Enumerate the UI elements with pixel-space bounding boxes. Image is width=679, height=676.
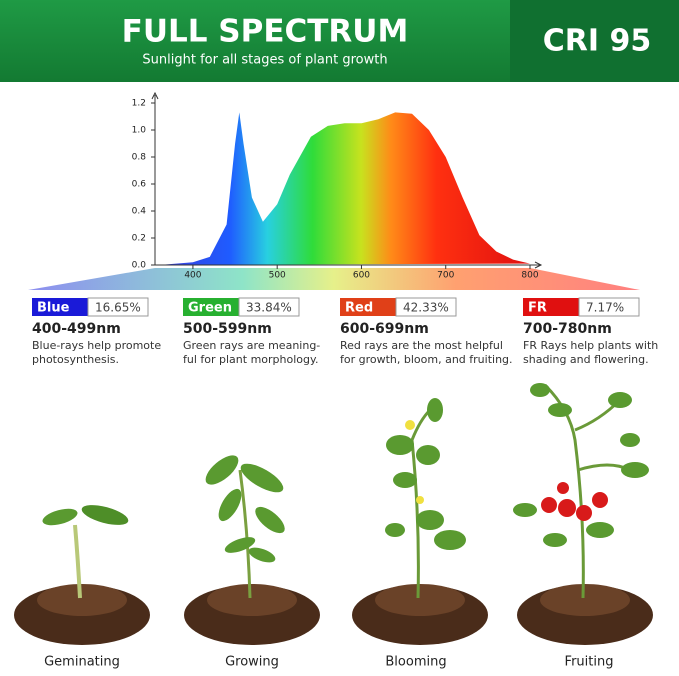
spectrum-area xyxy=(159,112,530,266)
x-tick-label: 800 xyxy=(521,271,538,281)
y-tick-label: 0.0 xyxy=(132,261,147,271)
x-tick-label: 600 xyxy=(353,271,370,281)
band-tag xyxy=(340,298,396,316)
band-range: 700-780nm xyxy=(523,321,612,337)
x-tick-label: 700 xyxy=(437,271,454,281)
band-range: 600-699nm xyxy=(340,321,429,337)
band-description: Green rays are meaning- xyxy=(183,339,320,352)
band-tag xyxy=(523,298,579,316)
x-tick-label: 400 xyxy=(184,271,201,281)
band-range: 400-499nm xyxy=(32,321,121,337)
band-range: 500-599nm xyxy=(183,321,272,337)
axis-arrows xyxy=(151,91,543,269)
y-tick-label: 0.6 xyxy=(132,180,147,190)
x-tick-label: 500 xyxy=(269,271,286,281)
bands: Blue 16.65% 400-499nm Blue-rays help promot… xyxy=(32,297,658,366)
y-tick-label: 0.2 xyxy=(132,234,146,244)
spectrum-chart: 0.0 0.2 0.4 0.6 0.8 1.0 1.2 400 500 600 700 800 xyxy=(132,99,539,281)
band-description: FR Rays help plants with xyxy=(523,339,658,352)
band-name: Blue xyxy=(37,301,70,316)
band-description: ful for plant morphology. xyxy=(183,353,318,366)
band-share-box xyxy=(87,297,149,317)
band-tag xyxy=(183,298,239,316)
band-share: 7.17% xyxy=(586,301,624,315)
stage-label: Blooming xyxy=(385,655,446,670)
band-share: 16.65% xyxy=(95,301,141,315)
band-share-box xyxy=(395,297,457,317)
band-name: FR xyxy=(528,301,547,316)
band-description: for growth, bloom, and fruiting. xyxy=(340,353,513,366)
band-share-box xyxy=(238,297,300,317)
plants xyxy=(14,383,653,645)
stage-label: Geminating xyxy=(44,655,120,670)
band-description: shading and flowering. xyxy=(523,353,649,366)
band-description: Blue-rays help promote xyxy=(32,339,161,352)
band-description: photosynthesis. xyxy=(32,353,119,366)
stages: Geminating Growing Blooming Fruiting xyxy=(44,655,613,670)
title: FULL SPECTRUM xyxy=(122,14,409,50)
band-share: 33.84% xyxy=(246,301,292,315)
stage-label: Growing xyxy=(225,655,279,670)
y-tick-label: 0.8 xyxy=(132,153,147,163)
y-tick-label: 0.4 xyxy=(132,207,147,217)
band-share-box xyxy=(578,297,640,317)
band-tag xyxy=(32,298,88,316)
band-share: 42.33% xyxy=(403,301,449,315)
band-name: Green xyxy=(188,301,232,316)
badge: CRI 95 xyxy=(543,24,651,59)
badge-bar xyxy=(510,0,679,82)
band-description: Red rays are the most helpful xyxy=(340,339,503,352)
spectrum-band xyxy=(28,268,640,290)
stage-label: Fruiting xyxy=(565,655,614,670)
band-name: Red xyxy=(345,301,373,316)
y-tick-label: 1.0 xyxy=(132,126,147,136)
y-tick-label: 1.2 xyxy=(132,99,146,109)
subtitle: Sunlight for all stages of plant growth xyxy=(142,53,387,68)
